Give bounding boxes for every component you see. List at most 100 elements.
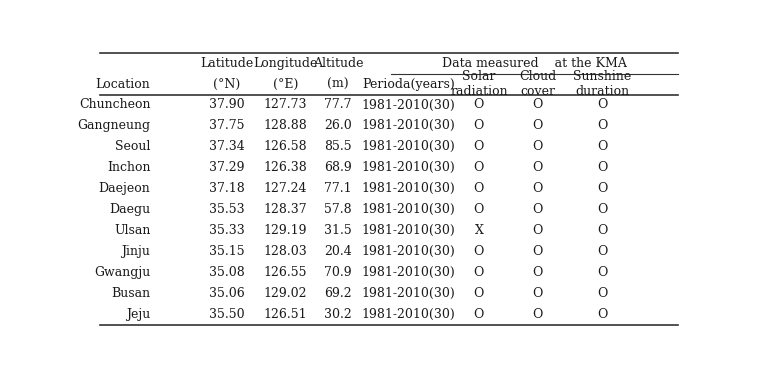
- Text: 1981-2010(30): 1981-2010(30): [362, 140, 456, 153]
- Text: O: O: [474, 119, 484, 132]
- Text: 1981-2010(30): 1981-2010(30): [362, 245, 456, 258]
- Text: 127.73: 127.73: [263, 99, 307, 112]
- Text: Latitude: Latitude: [200, 57, 254, 70]
- Text: 1981-2010(30): 1981-2010(30): [362, 161, 456, 174]
- Text: O: O: [474, 140, 484, 153]
- Text: 68.9: 68.9: [324, 161, 352, 174]
- Text: O: O: [532, 287, 543, 300]
- Text: 37.18: 37.18: [209, 182, 245, 195]
- Text: O: O: [597, 99, 607, 112]
- Text: O: O: [474, 287, 484, 300]
- Text: O: O: [474, 308, 484, 321]
- Text: Cloud
cover: Cloud cover: [519, 70, 556, 98]
- Text: 26.0: 26.0: [324, 119, 352, 132]
- Text: 35.33: 35.33: [209, 224, 245, 237]
- Text: 1981-2010(30): 1981-2010(30): [362, 308, 456, 321]
- Text: 31.5: 31.5: [324, 224, 352, 237]
- Text: Gwangju: Gwangju: [94, 266, 151, 279]
- Text: 37.34: 37.34: [209, 140, 245, 153]
- Text: Data measured    at the KMA: Data measured at the KMA: [442, 57, 627, 70]
- Text: 1981-2010(30): 1981-2010(30): [362, 182, 456, 195]
- Text: Seoul: Seoul: [115, 140, 151, 153]
- Text: 126.58: 126.58: [263, 140, 307, 153]
- Text: O: O: [532, 140, 543, 153]
- Text: Altitude: Altitude: [313, 57, 363, 70]
- Text: Longitude: Longitude: [253, 57, 317, 70]
- Text: O: O: [597, 266, 607, 279]
- Text: 37.90: 37.90: [209, 99, 245, 112]
- Text: 35.50: 35.50: [209, 308, 245, 321]
- Text: 1981-2010(30): 1981-2010(30): [362, 119, 456, 132]
- Text: O: O: [532, 182, 543, 195]
- Text: 77.7: 77.7: [324, 99, 352, 112]
- Text: O: O: [597, 119, 607, 132]
- Text: X: X: [475, 224, 483, 237]
- Text: 126.51: 126.51: [263, 308, 307, 321]
- Text: O: O: [597, 182, 607, 195]
- Text: 69.2: 69.2: [324, 287, 352, 300]
- Text: Inchon: Inchon: [107, 161, 151, 174]
- Text: O: O: [532, 119, 543, 132]
- Text: 20.4: 20.4: [324, 245, 352, 258]
- Text: 128.88: 128.88: [263, 119, 307, 132]
- Text: Sunshine
duration: Sunshine duration: [573, 70, 631, 98]
- Text: O: O: [532, 308, 543, 321]
- Text: 35.06: 35.06: [209, 287, 245, 300]
- Text: O: O: [532, 266, 543, 279]
- Text: O: O: [597, 161, 607, 174]
- Text: 128.03: 128.03: [263, 245, 307, 258]
- Text: Jinju: Jinju: [121, 245, 151, 258]
- Text: O: O: [532, 99, 543, 112]
- Text: 126.38: 126.38: [263, 161, 307, 174]
- Text: 35.53: 35.53: [209, 203, 245, 216]
- Text: O: O: [532, 161, 543, 174]
- Text: O: O: [597, 245, 607, 258]
- Text: 57.8: 57.8: [324, 203, 352, 216]
- Text: 126.55: 126.55: [263, 266, 307, 279]
- Text: 77.1: 77.1: [324, 182, 352, 195]
- Text: O: O: [532, 224, 543, 237]
- Text: 1981-2010(30): 1981-2010(30): [362, 224, 456, 237]
- Text: 70.9: 70.9: [324, 266, 352, 279]
- Text: 85.5: 85.5: [324, 140, 352, 153]
- Text: O: O: [474, 245, 484, 258]
- Text: Perioda(years): Perioda(years): [362, 78, 455, 91]
- Text: Ulsan: Ulsan: [114, 224, 151, 237]
- Text: O: O: [597, 203, 607, 216]
- Text: Daegu: Daegu: [109, 203, 151, 216]
- Text: 1981-2010(30): 1981-2010(30): [362, 287, 456, 300]
- Text: Location: Location: [95, 78, 151, 91]
- Text: O: O: [532, 245, 543, 258]
- Text: 37.75: 37.75: [209, 119, 245, 132]
- Text: Busan: Busan: [111, 287, 151, 300]
- Text: 1981-2010(30): 1981-2010(30): [362, 99, 456, 112]
- Text: (°E): (°E): [273, 78, 298, 91]
- Text: Daejeon: Daejeon: [98, 182, 151, 195]
- Text: O: O: [532, 203, 543, 216]
- Text: 37.29: 37.29: [209, 161, 245, 174]
- Text: (m): (m): [327, 78, 349, 91]
- Text: 128.37: 128.37: [263, 203, 307, 216]
- Text: Gangneung: Gangneung: [77, 119, 151, 132]
- Text: (°N): (°N): [213, 78, 240, 91]
- Text: O: O: [597, 287, 607, 300]
- Text: 127.24: 127.24: [263, 182, 307, 195]
- Text: 129.19: 129.19: [263, 224, 307, 237]
- Text: Chuncheon: Chuncheon: [79, 99, 151, 112]
- Text: 1981-2010(30): 1981-2010(30): [362, 266, 456, 279]
- Text: 1981-2010(30): 1981-2010(30): [362, 203, 456, 216]
- Text: 30.2: 30.2: [324, 308, 352, 321]
- Text: Jeju: Jeju: [126, 308, 151, 321]
- Text: O: O: [597, 140, 607, 153]
- Text: O: O: [474, 266, 484, 279]
- Text: O: O: [474, 182, 484, 195]
- Text: 35.15: 35.15: [209, 245, 245, 258]
- Text: O: O: [474, 203, 484, 216]
- Text: O: O: [474, 99, 484, 112]
- Text: O: O: [474, 161, 484, 174]
- Text: O: O: [597, 308, 607, 321]
- Text: O: O: [597, 224, 607, 237]
- Text: Solar
radiation: Solar radiation: [450, 70, 508, 98]
- Text: 35.08: 35.08: [209, 266, 245, 279]
- Text: 129.02: 129.02: [263, 287, 307, 300]
